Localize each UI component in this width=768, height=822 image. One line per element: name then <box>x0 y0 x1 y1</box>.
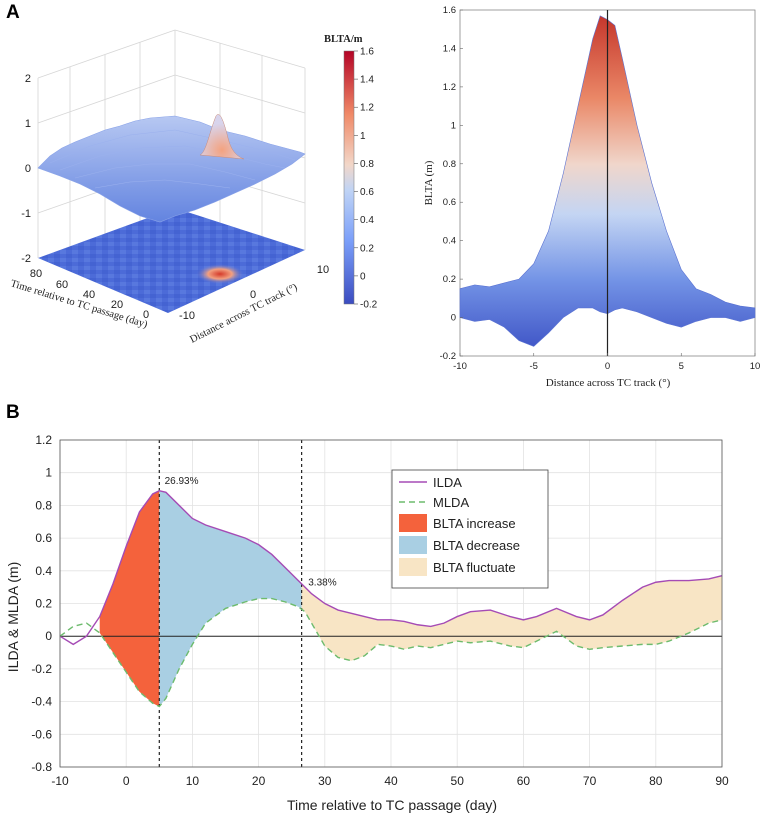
colorbar-tick: 1.4 <box>360 75 374 86</box>
x-tick: 80 <box>649 774 663 788</box>
chart-ylabel: ILDA & MLDA (m) <box>5 562 21 672</box>
x-tick: -10 <box>51 774 69 788</box>
colorbar-tick: 0.2 <box>360 243 374 254</box>
colorbar-tick: 0.4 <box>360 215 374 226</box>
panel-b-label: B <box>6 402 20 423</box>
x-tick: 10 <box>750 361 760 372</box>
plot-frame <box>59 439 723 768</box>
colorbar-tick: 1.6 <box>360 47 374 58</box>
y-tick: 1 <box>45 466 52 480</box>
x-tick: 90 <box>715 774 729 788</box>
surface-mesh <box>37 115 306 223</box>
time-tick: 20 <box>111 299 123 311</box>
y-tick: 1.2 <box>443 82 456 93</box>
legend-mlda-label: MLDA <box>433 495 469 510</box>
z-tick: 0 <box>25 163 31 175</box>
x-tick: 70 <box>583 774 597 788</box>
ilda-mlda-chart: 1.2 1 0.8 0.6 0.4 0.2 0 -0.2 -0.4 -0.6 -0.8 -10 0 10… <box>5 433 729 813</box>
y-tick: 1.2 <box>35 433 52 447</box>
surface-ridges <box>49 129 296 189</box>
profile-ylabel: BLTA (m) <box>423 160 435 205</box>
y-tick: 1.4 <box>443 43 456 54</box>
y-tick: 1.6 <box>443 5 456 16</box>
legend-increase-swatch <box>399 514 427 532</box>
chart-xlabel: Time relative to TC passage (day) <box>287 797 497 813</box>
y-tick: -0.6 <box>31 727 52 741</box>
fill-region <box>159 490 302 707</box>
x-tick: 40 <box>384 774 398 788</box>
colorbar <box>343 50 355 305</box>
colorbar-tick: 1.2 <box>360 103 374 114</box>
surface-3d-chart: 2 1 0 -1 -2 80 60 40 20 0 10 0 -10 Time … <box>9 29 378 346</box>
y-tick: -0.2 <box>440 351 456 362</box>
time-tick: 0 <box>143 309 149 321</box>
y-tick: 0.4 <box>443 236 456 247</box>
distance-tick: 10 <box>317 264 329 276</box>
legend-fluctuate-swatch <box>399 558 427 576</box>
colorbar-tick: 0.8 <box>360 159 374 170</box>
y-tick: -0.2 <box>31 662 52 676</box>
y-tick: 0.4 <box>35 564 52 578</box>
mlda-line <box>59 597 723 708</box>
y-tick: 0.6 <box>35 531 52 545</box>
distance-tick: -10 <box>179 310 195 322</box>
profile-xlabel: Distance across TC track (°) <box>546 377 671 389</box>
percent-annotation: 26.93% <box>165 476 199 487</box>
y-tick: -0.8 <box>31 760 52 774</box>
legend-fluctuate-label: BLTA fluctuate <box>433 560 516 575</box>
legend-ilda-label: ILDA <box>433 475 462 490</box>
y-tick: -0.4 <box>31 695 52 709</box>
bottom-heatmap <box>38 208 305 313</box>
legend-decrease-swatch <box>399 536 427 554</box>
y-tick: 0.6 <box>443 197 456 208</box>
panel-a-label: A <box>6 2 20 23</box>
x-tick: -5 <box>530 361 538 372</box>
z-tick: -1 <box>21 208 31 220</box>
y-tick: 0.8 <box>35 498 52 512</box>
y-tick: 1 <box>451 120 456 131</box>
fill-region <box>99 490 160 707</box>
y-tick: 0 <box>451 313 456 324</box>
distance-tick: 0 <box>250 289 256 301</box>
y-tick: 0.2 <box>443 274 456 285</box>
colorbar-tick: -0.2 <box>360 300 378 311</box>
z-tick: 1 <box>25 118 31 130</box>
percent-annotation: 3.38% <box>308 578 336 589</box>
x-tick: 60 <box>517 774 531 788</box>
x-tick: 20 <box>252 774 266 788</box>
fill-region <box>301 575 722 661</box>
x-tick: 50 <box>451 774 465 788</box>
x-tick: 0 <box>123 774 130 788</box>
z-tick: 2 <box>25 73 31 85</box>
time-tick: 60 <box>56 279 68 291</box>
time-tick: 80 <box>30 268 42 280</box>
profile-chart: 1.6 1.4 1.2 1 0.8 0.6 0.4 0.2 0 -0.2 -10 -5 0 5 10 Di… <box>423 5 760 389</box>
colorbar-tick: 0 <box>360 271 366 282</box>
surface-peak <box>199 114 245 160</box>
x-tick: 10 <box>186 774 200 788</box>
ilda-line <box>59 489 723 646</box>
x-tick: 30 <box>318 774 332 788</box>
colorbar-tick: 0.6 <box>360 187 374 198</box>
x-tick: 5 <box>679 361 684 372</box>
x-tick: -10 <box>453 361 467 372</box>
time-tick: 40 <box>83 289 95 301</box>
legend: ILDA MLDA BLTA increase BLTA decrease BL… <box>391 469 549 589</box>
y-tick: 0.8 <box>443 159 456 170</box>
colorbar-tick: 1 <box>360 131 366 142</box>
x-tick: 0 <box>605 361 610 372</box>
z-tick: -2 <box>21 253 31 265</box>
colorbar-label: BLTA/m <box>324 34 363 45</box>
y-tick: 0.2 <box>35 597 52 611</box>
heatmap-hotspot <box>196 264 244 284</box>
y-tick: 0 <box>45 629 52 643</box>
legend-increase-label: BLTA increase <box>433 516 516 531</box>
legend-decrease-label: BLTA decrease <box>433 538 520 553</box>
